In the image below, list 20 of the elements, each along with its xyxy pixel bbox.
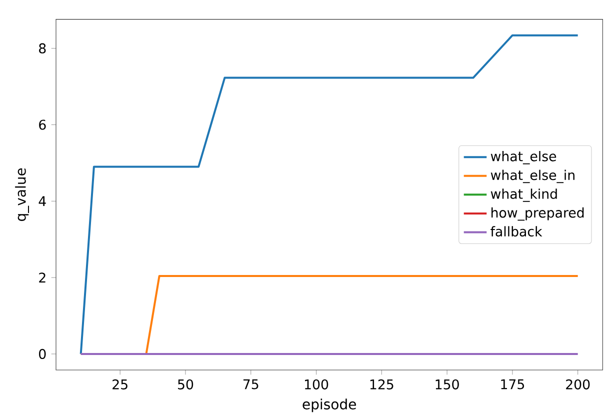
y-tick-label: 6: [39, 120, 46, 130]
x-tick-label: 200: [566, 379, 590, 390]
legend-label: how_prepared: [491, 207, 584, 221]
y-tick-label: 8: [39, 43, 46, 54]
y-tick-label: 4: [38, 196, 46, 206]
y-axis-title: q_value: [15, 168, 29, 221]
x-tick-label: 100: [305, 379, 328, 390]
y-tick-label: 2: [39, 272, 46, 283]
legend-label: what_kind: [490, 188, 557, 202]
x-tick-label: 150: [436, 379, 459, 390]
x-tick-label: 50: [178, 379, 194, 390]
legend-label: what_else: [490, 150, 556, 164]
x-tick-label: 175: [501, 379, 524, 390]
x-tick-label: 75: [243, 379, 258, 390]
legend-label: fallback: [490, 226, 542, 237]
x-axis-title: episode: [302, 398, 356, 412]
x-tick-label: 125: [370, 379, 394, 390]
y-tick-label: 0: [39, 348, 46, 359]
legend-label: what_else_in: [490, 170, 574, 184]
x-tick-label: 25: [112, 379, 128, 390]
